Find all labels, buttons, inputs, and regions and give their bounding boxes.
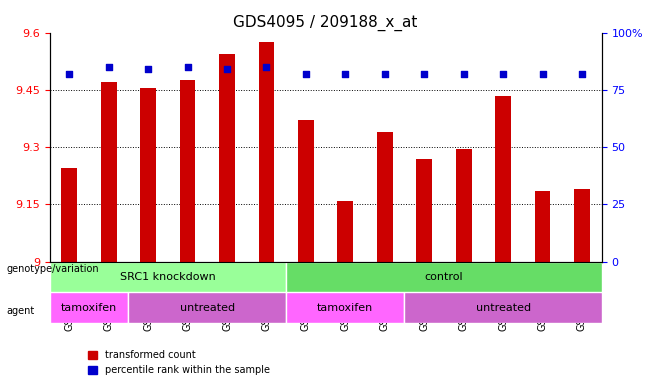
- Bar: [377, 132, 393, 262]
- Title: GDS4095 / 209188_x_at: GDS4095 / 209188_x_at: [234, 15, 418, 31]
- Point: [222, 66, 232, 72]
- Point: [340, 71, 351, 77]
- Point: [182, 64, 193, 70]
- Bar: [101, 82, 116, 262]
- Point: [64, 71, 74, 77]
- Point: [419, 71, 430, 77]
- Bar: [534, 191, 550, 262]
- Point: [537, 71, 547, 77]
- Bar: [574, 189, 590, 262]
- FancyBboxPatch shape: [49, 292, 128, 323]
- Bar: [338, 201, 353, 262]
- Text: tamoxifen: tamoxifen: [61, 303, 117, 313]
- Bar: [495, 96, 511, 262]
- Bar: [180, 80, 195, 262]
- FancyBboxPatch shape: [286, 262, 601, 292]
- FancyBboxPatch shape: [286, 292, 405, 323]
- Point: [459, 71, 469, 77]
- Bar: [259, 42, 274, 262]
- Bar: [456, 149, 472, 262]
- Text: agent: agent: [7, 306, 35, 316]
- Point: [103, 64, 114, 70]
- Bar: [417, 159, 432, 262]
- Text: untreated: untreated: [476, 303, 530, 313]
- Point: [576, 71, 587, 77]
- Point: [380, 71, 390, 77]
- Bar: [298, 121, 314, 262]
- FancyBboxPatch shape: [405, 292, 601, 323]
- Text: tamoxifen: tamoxifen: [317, 303, 374, 313]
- Text: untreated: untreated: [180, 303, 235, 313]
- Bar: [219, 54, 235, 262]
- FancyBboxPatch shape: [128, 292, 286, 323]
- Bar: [140, 88, 156, 262]
- Point: [498, 71, 509, 77]
- Legend: transformed count, percentile rank within the sample: transformed count, percentile rank withi…: [84, 346, 274, 379]
- FancyBboxPatch shape: [49, 262, 286, 292]
- Text: SRC1 knockdown: SRC1 knockdown: [120, 272, 216, 282]
- Point: [261, 64, 272, 70]
- Text: control: control: [424, 272, 463, 282]
- Text: genotype/variation: genotype/variation: [7, 264, 99, 274]
- Point: [143, 66, 153, 72]
- Bar: [61, 168, 77, 262]
- Point: [301, 71, 311, 77]
